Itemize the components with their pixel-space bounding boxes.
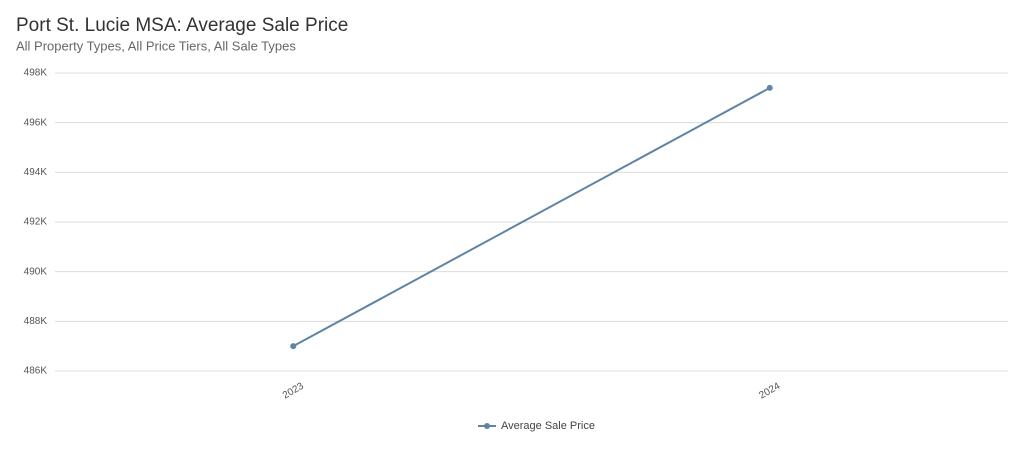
y-tick-label: 492K — [24, 217, 48, 228]
y-tick-label: 494K — [24, 167, 48, 178]
y-tick-label: 486K — [24, 366, 48, 377]
chart-subtitle: All Property Types, All Price Tiers, All… — [16, 38, 296, 53]
point — [290, 343, 297, 350]
chart-title: Port St. Lucie MSA: Average Sale Price — [16, 15, 348, 36]
y-tick-label: 490K — [24, 266, 48, 277]
y-tick-label: 498K — [24, 68, 48, 79]
legend-label: Average Sale Price — [501, 420, 595, 432]
point — [766, 84, 773, 91]
line — [292, 87, 771, 348]
y-tick-label: 496K — [24, 117, 48, 128]
x-tick-label: 2023 — [281, 381, 306, 402]
y-tick-label: 488K — [24, 316, 48, 327]
x-tick-label: 2024 — [757, 381, 782, 402]
legend-marker — [484, 423, 490, 429]
